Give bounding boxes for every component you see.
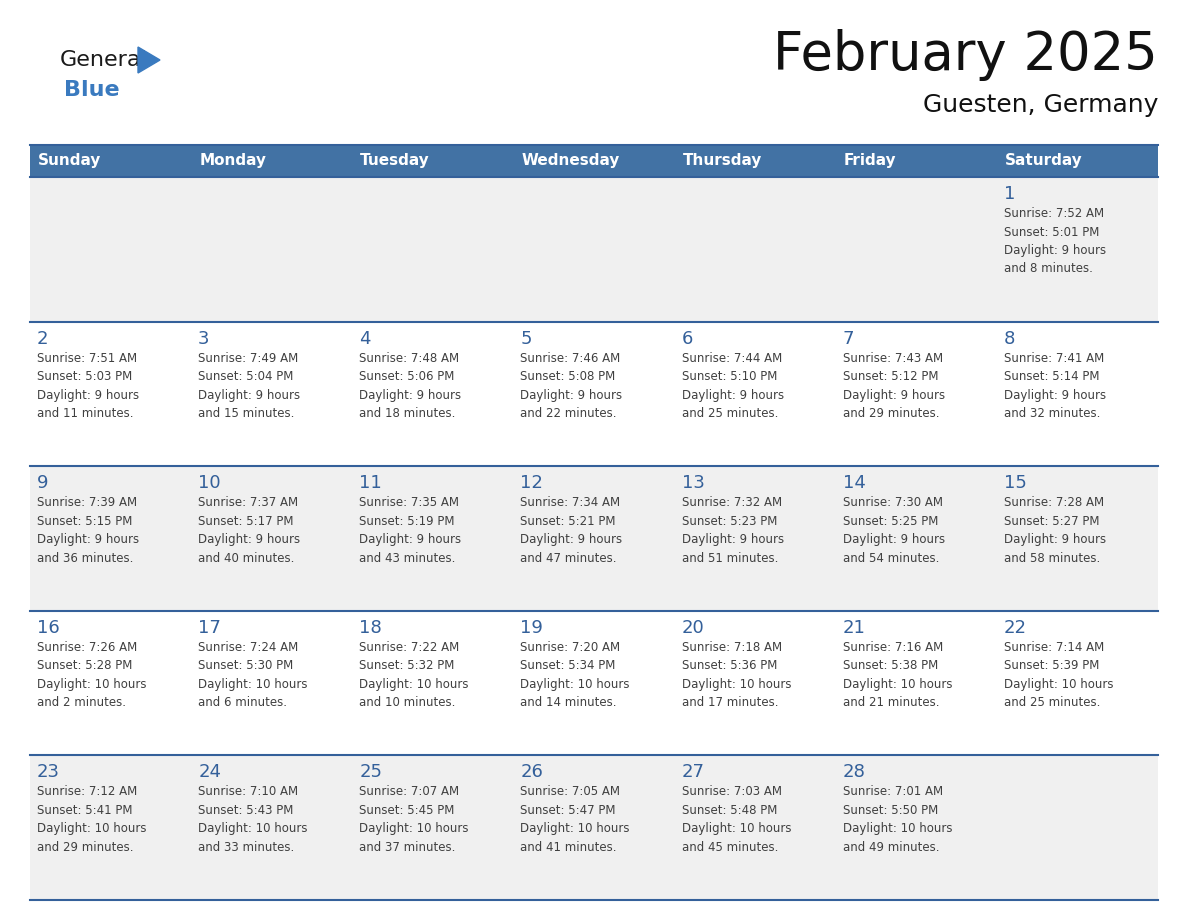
Bar xyxy=(675,145,835,177)
Text: Sunrise: 7:49 AM
Sunset: 5:04 PM
Daylight: 9 hours
and 15 minutes.: Sunrise: 7:49 AM Sunset: 5:04 PM Dayligh… xyxy=(198,352,301,420)
Text: Sunrise: 7:24 AM
Sunset: 5:30 PM
Daylight: 10 hours
and 6 minutes.: Sunrise: 7:24 AM Sunset: 5:30 PM Dayligh… xyxy=(198,641,308,710)
Text: 20: 20 xyxy=(682,619,704,637)
Text: Sunday: Sunday xyxy=(38,153,101,169)
Polygon shape xyxy=(138,47,160,73)
Bar xyxy=(30,466,1158,610)
Text: Sunrise: 7:18 AM
Sunset: 5:36 PM
Daylight: 10 hours
and 17 minutes.: Sunrise: 7:18 AM Sunset: 5:36 PM Dayligh… xyxy=(682,641,791,710)
Text: 3: 3 xyxy=(198,330,209,348)
Bar xyxy=(835,145,997,177)
Text: Saturday: Saturday xyxy=(1005,153,1082,169)
Bar xyxy=(30,321,1158,466)
Text: 21: 21 xyxy=(842,619,866,637)
Text: February 2025: February 2025 xyxy=(773,29,1158,81)
Bar xyxy=(30,610,1158,756)
Bar xyxy=(30,756,1158,900)
Text: 26: 26 xyxy=(520,764,543,781)
Text: Blue: Blue xyxy=(64,80,120,100)
Text: Sunrise: 7:12 AM
Sunset: 5:41 PM
Daylight: 10 hours
and 29 minutes.: Sunrise: 7:12 AM Sunset: 5:41 PM Dayligh… xyxy=(37,786,146,854)
Text: 8: 8 xyxy=(1004,330,1016,348)
Text: Thursday: Thursday xyxy=(683,153,762,169)
Text: Sunrise: 7:10 AM
Sunset: 5:43 PM
Daylight: 10 hours
and 33 minutes.: Sunrise: 7:10 AM Sunset: 5:43 PM Dayligh… xyxy=(198,786,308,854)
Text: 5: 5 xyxy=(520,330,532,348)
Bar xyxy=(30,145,191,177)
Text: 9: 9 xyxy=(37,475,49,492)
Text: Sunrise: 7:16 AM
Sunset: 5:38 PM
Daylight: 10 hours
and 21 minutes.: Sunrise: 7:16 AM Sunset: 5:38 PM Dayligh… xyxy=(842,641,953,710)
Text: 28: 28 xyxy=(842,764,866,781)
Text: 2: 2 xyxy=(37,330,49,348)
Text: Sunrise: 7:20 AM
Sunset: 5:34 PM
Daylight: 10 hours
and 14 minutes.: Sunrise: 7:20 AM Sunset: 5:34 PM Dayligh… xyxy=(520,641,630,710)
Text: Sunrise: 7:01 AM
Sunset: 5:50 PM
Daylight: 10 hours
and 49 minutes.: Sunrise: 7:01 AM Sunset: 5:50 PM Dayligh… xyxy=(842,786,953,854)
Text: 19: 19 xyxy=(520,619,543,637)
Text: Sunrise: 7:39 AM
Sunset: 5:15 PM
Daylight: 9 hours
and 36 minutes.: Sunrise: 7:39 AM Sunset: 5:15 PM Dayligh… xyxy=(37,497,139,565)
Text: 25: 25 xyxy=(359,764,383,781)
Bar xyxy=(30,177,1158,321)
Text: Sunrise: 7:03 AM
Sunset: 5:48 PM
Daylight: 10 hours
and 45 minutes.: Sunrise: 7:03 AM Sunset: 5:48 PM Dayligh… xyxy=(682,786,791,854)
Text: Sunrise: 7:43 AM
Sunset: 5:12 PM
Daylight: 9 hours
and 29 minutes.: Sunrise: 7:43 AM Sunset: 5:12 PM Dayligh… xyxy=(842,352,944,420)
Text: 27: 27 xyxy=(682,764,704,781)
Text: 18: 18 xyxy=(359,619,383,637)
Bar xyxy=(513,145,675,177)
Text: Monday: Monday xyxy=(200,153,266,169)
Bar xyxy=(353,145,513,177)
Text: 6: 6 xyxy=(682,330,693,348)
Text: 1: 1 xyxy=(1004,185,1016,203)
Text: Tuesday: Tuesday xyxy=(360,153,430,169)
Text: Sunrise: 7:32 AM
Sunset: 5:23 PM
Daylight: 9 hours
and 51 minutes.: Sunrise: 7:32 AM Sunset: 5:23 PM Dayligh… xyxy=(682,497,784,565)
Text: 15: 15 xyxy=(1004,475,1026,492)
Text: Sunrise: 7:48 AM
Sunset: 5:06 PM
Daylight: 9 hours
and 18 minutes.: Sunrise: 7:48 AM Sunset: 5:06 PM Dayligh… xyxy=(359,352,461,420)
Text: 11: 11 xyxy=(359,475,383,492)
Text: General: General xyxy=(61,50,147,70)
Text: Sunrise: 7:22 AM
Sunset: 5:32 PM
Daylight: 10 hours
and 10 minutes.: Sunrise: 7:22 AM Sunset: 5:32 PM Dayligh… xyxy=(359,641,469,710)
Text: 16: 16 xyxy=(37,619,59,637)
Text: 13: 13 xyxy=(682,475,704,492)
Text: Sunrise: 7:14 AM
Sunset: 5:39 PM
Daylight: 10 hours
and 25 minutes.: Sunrise: 7:14 AM Sunset: 5:39 PM Dayligh… xyxy=(1004,641,1113,710)
Text: 14: 14 xyxy=(842,475,866,492)
Text: Sunrise: 7:34 AM
Sunset: 5:21 PM
Daylight: 9 hours
and 47 minutes.: Sunrise: 7:34 AM Sunset: 5:21 PM Dayligh… xyxy=(520,497,623,565)
Text: 7: 7 xyxy=(842,330,854,348)
Text: 23: 23 xyxy=(37,764,61,781)
Text: 22: 22 xyxy=(1004,619,1026,637)
Text: 17: 17 xyxy=(198,619,221,637)
Text: 10: 10 xyxy=(198,475,221,492)
Text: Sunrise: 7:46 AM
Sunset: 5:08 PM
Daylight: 9 hours
and 22 minutes.: Sunrise: 7:46 AM Sunset: 5:08 PM Dayligh… xyxy=(520,352,623,420)
Text: Sunrise: 7:51 AM
Sunset: 5:03 PM
Daylight: 9 hours
and 11 minutes.: Sunrise: 7:51 AM Sunset: 5:03 PM Dayligh… xyxy=(37,352,139,420)
Text: Wednesday: Wednesday xyxy=(522,153,620,169)
Text: Sunrise: 7:30 AM
Sunset: 5:25 PM
Daylight: 9 hours
and 54 minutes.: Sunrise: 7:30 AM Sunset: 5:25 PM Dayligh… xyxy=(842,497,944,565)
Text: Guesten, Germany: Guesten, Germany xyxy=(923,93,1158,117)
Text: Sunrise: 7:35 AM
Sunset: 5:19 PM
Daylight: 9 hours
and 43 minutes.: Sunrise: 7:35 AM Sunset: 5:19 PM Dayligh… xyxy=(359,497,461,565)
Text: 24: 24 xyxy=(198,764,221,781)
Text: Sunrise: 7:52 AM
Sunset: 5:01 PM
Daylight: 9 hours
and 8 minutes.: Sunrise: 7:52 AM Sunset: 5:01 PM Dayligh… xyxy=(1004,207,1106,275)
Text: Friday: Friday xyxy=(843,153,896,169)
Bar xyxy=(997,145,1158,177)
Text: Sunrise: 7:07 AM
Sunset: 5:45 PM
Daylight: 10 hours
and 37 minutes.: Sunrise: 7:07 AM Sunset: 5:45 PM Dayligh… xyxy=(359,786,469,854)
Text: 4: 4 xyxy=(359,330,371,348)
Text: Sunrise: 7:44 AM
Sunset: 5:10 PM
Daylight: 9 hours
and 25 minutes.: Sunrise: 7:44 AM Sunset: 5:10 PM Dayligh… xyxy=(682,352,784,420)
Text: Sunrise: 7:05 AM
Sunset: 5:47 PM
Daylight: 10 hours
and 41 minutes.: Sunrise: 7:05 AM Sunset: 5:47 PM Dayligh… xyxy=(520,786,630,854)
Text: 12: 12 xyxy=(520,475,543,492)
Text: Sunrise: 7:28 AM
Sunset: 5:27 PM
Daylight: 9 hours
and 58 minutes.: Sunrise: 7:28 AM Sunset: 5:27 PM Dayligh… xyxy=(1004,497,1106,565)
Text: Sunrise: 7:37 AM
Sunset: 5:17 PM
Daylight: 9 hours
and 40 minutes.: Sunrise: 7:37 AM Sunset: 5:17 PM Dayligh… xyxy=(198,497,301,565)
Text: Sunrise: 7:26 AM
Sunset: 5:28 PM
Daylight: 10 hours
and 2 minutes.: Sunrise: 7:26 AM Sunset: 5:28 PM Dayligh… xyxy=(37,641,146,710)
Bar xyxy=(191,145,353,177)
Text: Sunrise: 7:41 AM
Sunset: 5:14 PM
Daylight: 9 hours
and 32 minutes.: Sunrise: 7:41 AM Sunset: 5:14 PM Dayligh… xyxy=(1004,352,1106,420)
